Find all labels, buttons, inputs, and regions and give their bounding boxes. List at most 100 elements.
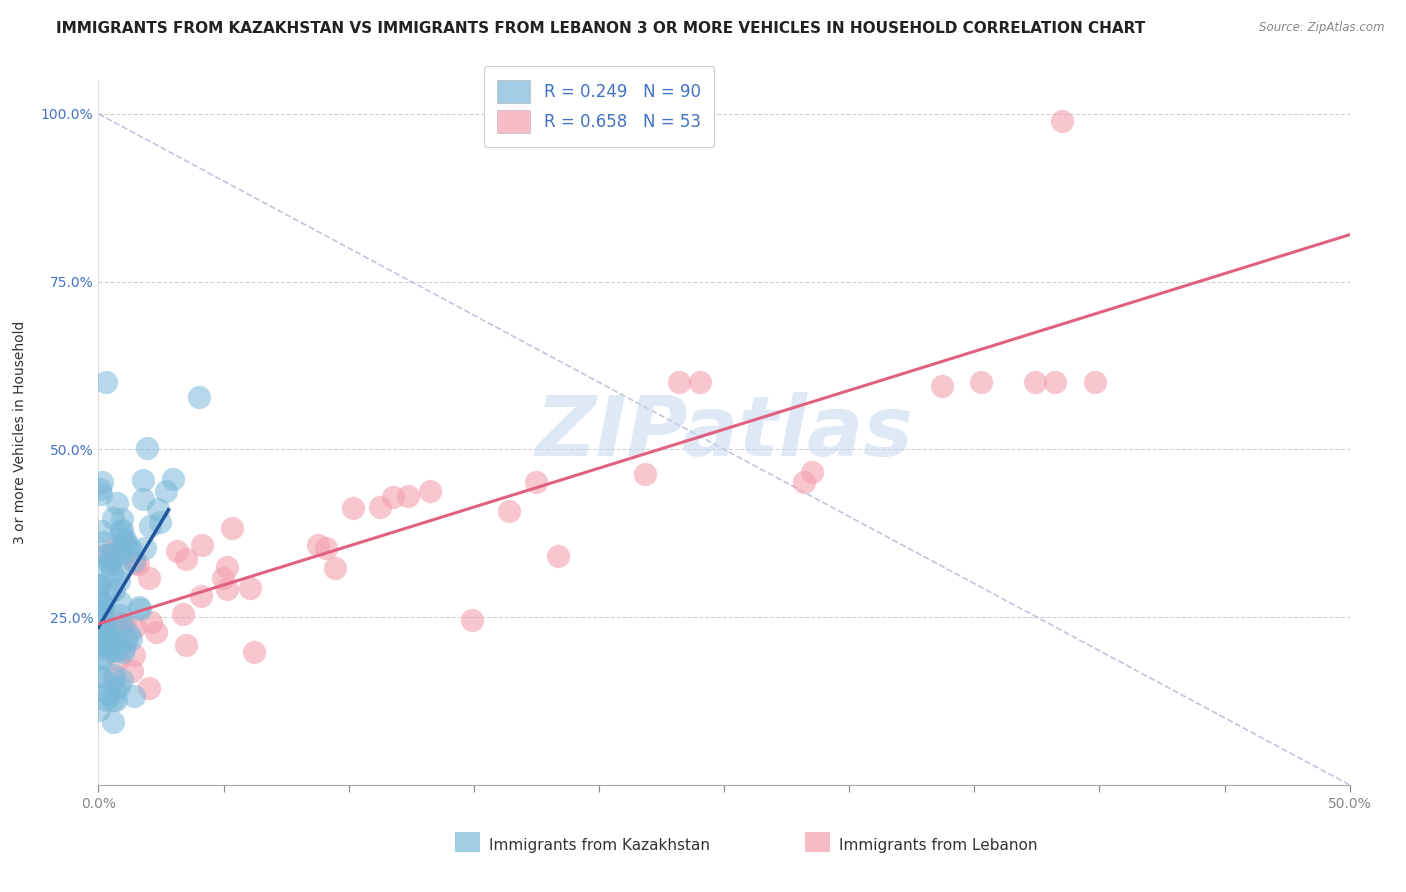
Point — [634, 467, 657, 481]
Point — [115, 633, 138, 648]
Point — [111, 673, 134, 688]
Point — [134, 541, 156, 555]
Point — [94, 548, 117, 562]
Point — [689, 376, 711, 390]
Point — [107, 681, 129, 695]
Point — [89, 621, 111, 635]
Point — [215, 582, 238, 597]
Point — [111, 645, 134, 659]
Point — [110, 524, 132, 538]
Point — [547, 549, 569, 563]
Point — [91, 638, 114, 652]
FancyBboxPatch shape — [456, 832, 479, 852]
Point — [124, 556, 146, 570]
Point — [121, 544, 143, 558]
Point — [104, 643, 127, 657]
Point — [89, 604, 111, 618]
Point — [124, 690, 146, 704]
Point — [382, 490, 405, 504]
Point — [89, 607, 111, 621]
Point — [101, 629, 124, 643]
Point — [131, 491, 153, 506]
Text: Immigrants from Lebanon: Immigrants from Lebanon — [839, 838, 1038, 853]
Point — [89, 669, 111, 683]
Point — [145, 624, 167, 639]
Point — [122, 648, 145, 662]
Point — [149, 515, 172, 529]
FancyBboxPatch shape — [806, 832, 831, 852]
Point — [396, 489, 419, 503]
Point — [110, 547, 132, 561]
Point — [90, 595, 112, 609]
Point — [96, 635, 118, 649]
Point — [104, 615, 127, 630]
Text: Source: ZipAtlas.com: Source: ZipAtlas.com — [1260, 21, 1385, 34]
Point — [100, 583, 122, 598]
Point — [136, 441, 159, 455]
Point — [108, 563, 131, 577]
Point — [101, 510, 124, 524]
Point — [94, 693, 117, 707]
Point — [87, 703, 110, 717]
Y-axis label: 3 or more Vehicles in Household: 3 or more Vehicles in Household — [13, 321, 27, 544]
Point — [96, 686, 118, 700]
Point — [89, 577, 111, 591]
Point — [307, 538, 329, 552]
Point — [793, 475, 815, 489]
Point — [90, 596, 112, 610]
Point — [93, 624, 115, 639]
Point — [90, 487, 112, 501]
Point — [96, 631, 118, 645]
Point — [166, 544, 188, 558]
Point — [91, 637, 114, 651]
Point — [91, 535, 114, 549]
Point — [111, 512, 134, 526]
Point — [110, 615, 132, 630]
Point — [127, 557, 149, 571]
Point — [1043, 376, 1066, 390]
Point — [101, 551, 124, 566]
Point — [931, 378, 953, 392]
Point — [368, 500, 391, 514]
Point — [94, 635, 117, 649]
Point — [1084, 376, 1107, 390]
Point — [112, 640, 135, 655]
Point — [101, 714, 124, 729]
Point — [107, 574, 129, 588]
Text: ZIPatlas: ZIPatlas — [536, 392, 912, 473]
Point — [94, 559, 117, 574]
Legend: R = 0.249   N = 90, R = 0.658   N = 53: R = 0.249 N = 90, R = 0.658 N = 53 — [484, 66, 714, 146]
Point — [461, 613, 484, 627]
Point — [94, 641, 117, 656]
Text: Immigrants from Kazakhstan: Immigrants from Kazakhstan — [489, 838, 710, 853]
Point — [342, 500, 364, 515]
Point — [524, 475, 547, 489]
Point — [103, 672, 125, 686]
Point — [128, 599, 150, 614]
Point — [107, 653, 129, 667]
Point — [970, 376, 993, 390]
Point — [96, 622, 118, 636]
Point — [1024, 376, 1046, 390]
Point — [141, 615, 163, 630]
Point — [221, 521, 243, 535]
Point — [124, 620, 146, 634]
Point — [90, 651, 112, 665]
Point — [100, 547, 122, 561]
Point — [1050, 113, 1073, 128]
Point — [138, 571, 160, 585]
Point — [105, 496, 128, 510]
Point — [132, 473, 155, 487]
Point — [104, 693, 127, 707]
Point — [118, 539, 141, 553]
Point — [90, 605, 112, 619]
Point — [97, 687, 120, 701]
Point — [174, 552, 197, 566]
Point — [668, 376, 690, 390]
Point — [162, 472, 184, 486]
Point — [108, 595, 131, 609]
Point — [89, 578, 111, 592]
Point — [101, 640, 124, 655]
Text: IMMIGRANTS FROM KAZAKHSTAN VS IMMIGRANTS FROM LEBANON 3 OR MORE VEHICLES IN HOUS: IMMIGRANTS FROM KAZAKHSTAN VS IMMIGRANTS… — [56, 21, 1146, 36]
Point — [114, 532, 136, 546]
